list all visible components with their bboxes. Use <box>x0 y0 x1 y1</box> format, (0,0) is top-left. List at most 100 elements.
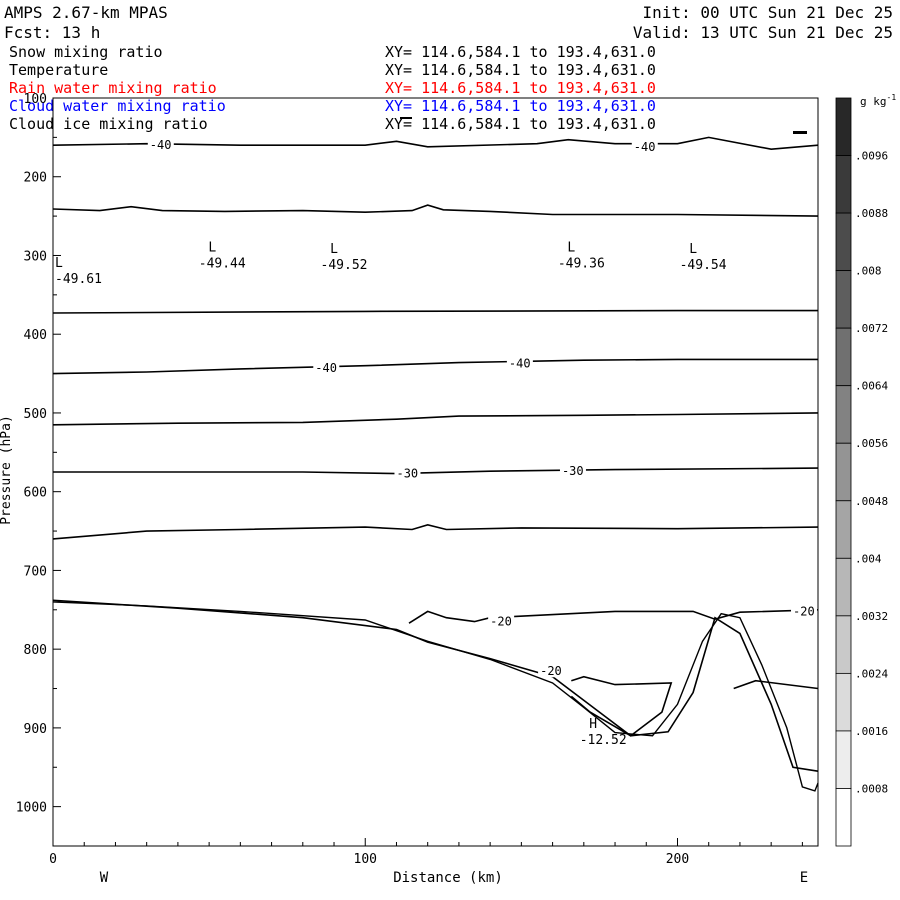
snow-legend-dash <box>400 117 412 119</box>
colorbar-swatch <box>835 97 852 156</box>
isotherm-label-bg <box>538 663 565 678</box>
x-axis: 0 100 200 <box>49 838 803 867</box>
extremum-value: -49.61 <box>55 272 102 287</box>
east-label: E <box>800 870 808 886</box>
x-tick-label: 100 <box>354 852 377 867</box>
isotherm-label: -40 <box>509 356 531 370</box>
isotherm-line <box>733 679 819 690</box>
isotherm-line <box>570 675 673 737</box>
y-tick-label: 200 <box>24 171 47 186</box>
isotherm-label-bg <box>791 603 818 618</box>
extrema-markers: L-49.44L-49.52L-49.36L-49.54L-49.61H-12.… <box>55 240 727 747</box>
colorbar-label: .008 <box>855 265 882 278</box>
colorbar: .0096 .0088 .008 .0072 .0064 .0056 .0048 .004 .0… <box>835 97 888 847</box>
colorbar-swatch <box>835 327 852 387</box>
isotherm-label-bg <box>506 355 533 370</box>
extremum-mark: L <box>330 242 338 257</box>
isotherm-label: -20 <box>540 664 562 678</box>
field-extent: XY= 114.6,584.1 to 193.4,631.0 <box>385 61 656 79</box>
y-tick-label: 700 <box>24 564 47 579</box>
x-tick-label: 0 <box>49 852 57 867</box>
colorbar-swatch <box>835 212 852 272</box>
field-name: Snow mixing ratio <box>9 43 163 61</box>
colorbar-swatch <box>835 672 852 732</box>
y-tick-label: 500 <box>24 407 47 422</box>
isotherm-label-bg <box>394 465 421 480</box>
isotherm-label-bg <box>313 360 340 375</box>
colorbar-swatch <box>835 442 852 502</box>
colorbar-swatch <box>835 155 852 214</box>
model-title: AMPS 2.67-km MPAS <box>4 3 168 22</box>
terrain-line <box>52 601 819 792</box>
temperature-contours: -40 -40 -40 -40 -30 -30 -20 -20 -20 <box>52 136 819 772</box>
extremum-mark: L <box>689 242 697 257</box>
field-legend: Snow mixing ratio XY= 114.6,584.1 to 193.… <box>9 43 656 133</box>
extremum-mark: L <box>55 256 63 271</box>
valid-time: Valid: 13 UTC Sun 21 Dec 25 <box>633 23 893 42</box>
isotherm-label: -40 <box>150 138 172 152</box>
field-extent: XY= 114.6,584.1 to 193.4,631.0 <box>385 43 656 61</box>
colorbar-label: .0024 <box>855 667 888 680</box>
west-label: W <box>100 870 109 886</box>
colorbar-label: .0008 <box>855 782 888 795</box>
field-name: Cloud ice mixing ratio <box>9 115 208 133</box>
colorbar-label: .0048 <box>855 495 888 508</box>
field-name: Cloud water mixing ratio <box>9 97 226 115</box>
extremum-mark: H <box>589 717 597 732</box>
y-tick-label: 900 <box>24 722 47 737</box>
y-tick-label: 300 <box>24 249 47 264</box>
y-axis: 100 200 300 400 500 600 700 800 900 1000 <box>16 92 61 847</box>
field-name: Rain water mixing ratio <box>9 79 217 97</box>
isotherm-label: -30 <box>396 467 418 481</box>
isotherm-label-bg <box>147 137 174 152</box>
init-time: Init: 00 UTC Sun 21 Dec 25 <box>643 3 893 22</box>
extremum-mark: L <box>567 240 575 255</box>
y-tick-label: 600 <box>24 486 47 501</box>
y-tick-label: 400 <box>24 328 47 343</box>
isotherm-line <box>52 358 818 375</box>
y-tick-label: 100 <box>24 92 47 107</box>
colorbar-label: .0032 <box>855 610 888 623</box>
isotherm-line <box>408 609 819 624</box>
extremum-value: -49.54 <box>680 258 727 273</box>
colorbar-label: .0016 <box>855 725 888 738</box>
isotherm-label: -30 <box>562 464 584 478</box>
colorbar-label: .0072 <box>855 322 888 335</box>
isotherm-line <box>52 412 819 426</box>
colorbar-swatch <box>835 500 852 559</box>
y-axis-title: Pressure (hPa) <box>0 415 14 525</box>
colorbar-swatch <box>835 788 852 847</box>
colorbar-swatch <box>835 270 852 329</box>
ice-legend-dash <box>793 131 807 134</box>
colorbar-swatch <box>835 615 852 674</box>
isotherm-label: -40 <box>315 361 337 375</box>
field-extent: XY= 114.6,584.1 to 193.4,631.0 <box>385 97 656 115</box>
field-extent: XY= 114.6,584.1 to 193.4,631.0 <box>385 79 656 97</box>
isotherm-line <box>52 523 819 540</box>
isotherm-line <box>53 467 819 475</box>
colorbar-label: .0096 <box>855 150 888 163</box>
isotherm-line <box>52 136 819 151</box>
extremum-value: -49.44 <box>199 256 246 271</box>
colorbar-swatch <box>835 385 852 444</box>
isotherm-label: -40 <box>634 140 656 154</box>
colorbar-label: .0056 <box>855 437 888 450</box>
colorbar-swatch <box>835 730 852 789</box>
extremum-mark: L <box>208 240 216 255</box>
extremum-value: -49.52 <box>321 258 368 273</box>
colorbar-swatch <box>835 557 852 617</box>
x-tick-label: 200 <box>666 852 689 867</box>
isotherm-label-bg <box>488 613 515 628</box>
field-name: Temperature <box>9 61 108 79</box>
isotherm-line <box>52 204 819 217</box>
colorbar-label: .004 <box>855 552 882 565</box>
extremum-value: -12.52 <box>580 733 627 748</box>
forecast-hour: Fcst: 13 h <box>4 23 100 42</box>
isotherm-label: -20 <box>793 604 815 618</box>
field-extent: XY= 114.6,584.1 to 193.4,631.0 <box>385 115 656 133</box>
isotherm-line <box>52 309 818 314</box>
isotherm-line <box>52 599 819 772</box>
y-tick-label: 1000 <box>16 801 47 816</box>
isotherm-label-bg <box>559 463 586 478</box>
